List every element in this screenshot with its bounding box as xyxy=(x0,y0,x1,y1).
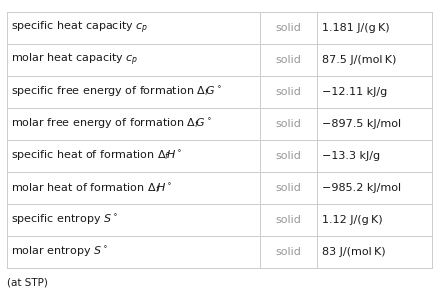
Text: solid: solid xyxy=(275,151,301,161)
Text: specific heat capacity $c_p$: specific heat capacity $c_p$ xyxy=(11,20,148,36)
Text: solid: solid xyxy=(275,183,301,193)
Text: solid: solid xyxy=(275,215,301,225)
Text: 87.5 J/(mol K): 87.5 J/(mol K) xyxy=(321,55,396,65)
Text: solid: solid xyxy=(275,23,301,33)
Text: −13.3 kJ/g: −13.3 kJ/g xyxy=(321,151,379,161)
Text: molar heat of formation $\Delta_f\!H^\circ$: molar heat of formation $\Delta_f\!H^\ci… xyxy=(11,181,172,195)
Text: specific free energy of formation $\Delta_f\!G^\circ$: specific free energy of formation $\Delt… xyxy=(11,85,222,99)
Text: molar free energy of formation $\Delta_f\!G^\circ$: molar free energy of formation $\Delta_f… xyxy=(11,117,212,131)
Text: molar heat capacity $c_p$: molar heat capacity $c_p$ xyxy=(11,52,138,68)
Text: solid: solid xyxy=(275,87,301,97)
Text: specific entropy $S^\circ$: specific entropy $S^\circ$ xyxy=(11,213,118,228)
Text: 1.181 J/(g K): 1.181 J/(g K) xyxy=(321,23,389,33)
Text: molar entropy $S^\circ$: molar entropy $S^\circ$ xyxy=(11,245,108,260)
Text: solid: solid xyxy=(275,119,301,129)
Text: −897.5 kJ/mol: −897.5 kJ/mol xyxy=(321,119,400,129)
Text: −12.11 kJ/g: −12.11 kJ/g xyxy=(321,87,386,97)
Text: solid: solid xyxy=(275,247,301,257)
Text: −985.2 kJ/mol: −985.2 kJ/mol xyxy=(321,183,400,193)
Text: specific heat of formation $\Delta_f\!H^\circ$: specific heat of formation $\Delta_f\!H^… xyxy=(11,149,182,163)
Text: (at STP): (at STP) xyxy=(7,278,47,288)
Text: solid: solid xyxy=(275,55,301,65)
Text: 83 J/(mol K): 83 J/(mol K) xyxy=(321,247,385,257)
Text: 1.12 J/(g K): 1.12 J/(g K) xyxy=(321,215,381,225)
